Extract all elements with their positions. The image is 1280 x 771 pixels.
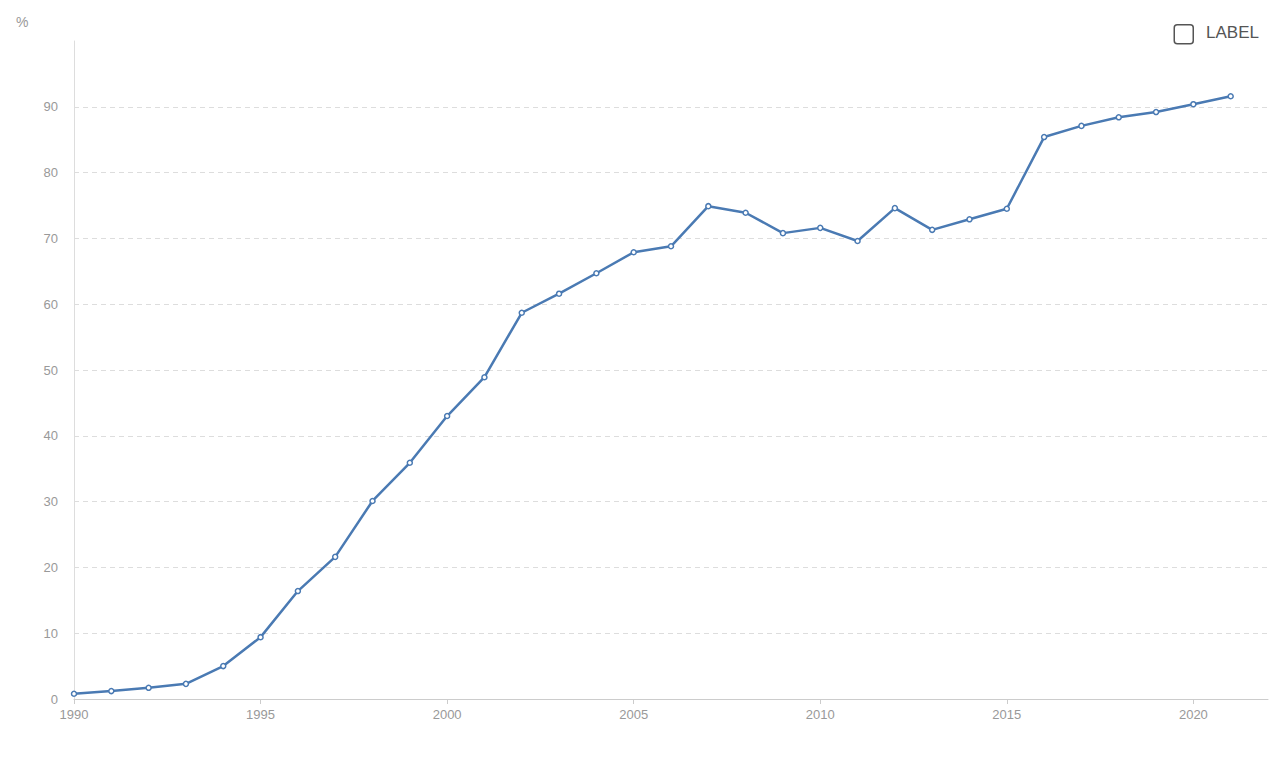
svg-text:1995: 1995	[246, 707, 275, 722]
svg-text:80: 80	[44, 165, 58, 180]
svg-text:2020: 2020	[1179, 707, 1208, 722]
svg-text:2000: 2000	[433, 707, 462, 722]
svg-text:90: 90	[44, 99, 58, 114]
svg-text:10: 10	[44, 626, 58, 641]
svg-text:LABEL: LABEL	[1206, 23, 1259, 42]
svg-text:50: 50	[44, 363, 58, 378]
svg-text:2010: 2010	[806, 707, 835, 722]
svg-text:30: 30	[44, 494, 58, 509]
svg-text:2015: 2015	[992, 707, 1021, 722]
svg-text:20: 20	[44, 560, 58, 575]
svg-text:1990: 1990	[60, 707, 89, 722]
svg-text:70: 70	[44, 231, 58, 246]
svg-text:40: 40	[44, 428, 58, 443]
svg-text:0: 0	[51, 692, 58, 707]
svg-text:2005: 2005	[619, 707, 648, 722]
svg-text:%: %	[16, 14, 28, 30]
svg-text:60: 60	[44, 297, 58, 312]
